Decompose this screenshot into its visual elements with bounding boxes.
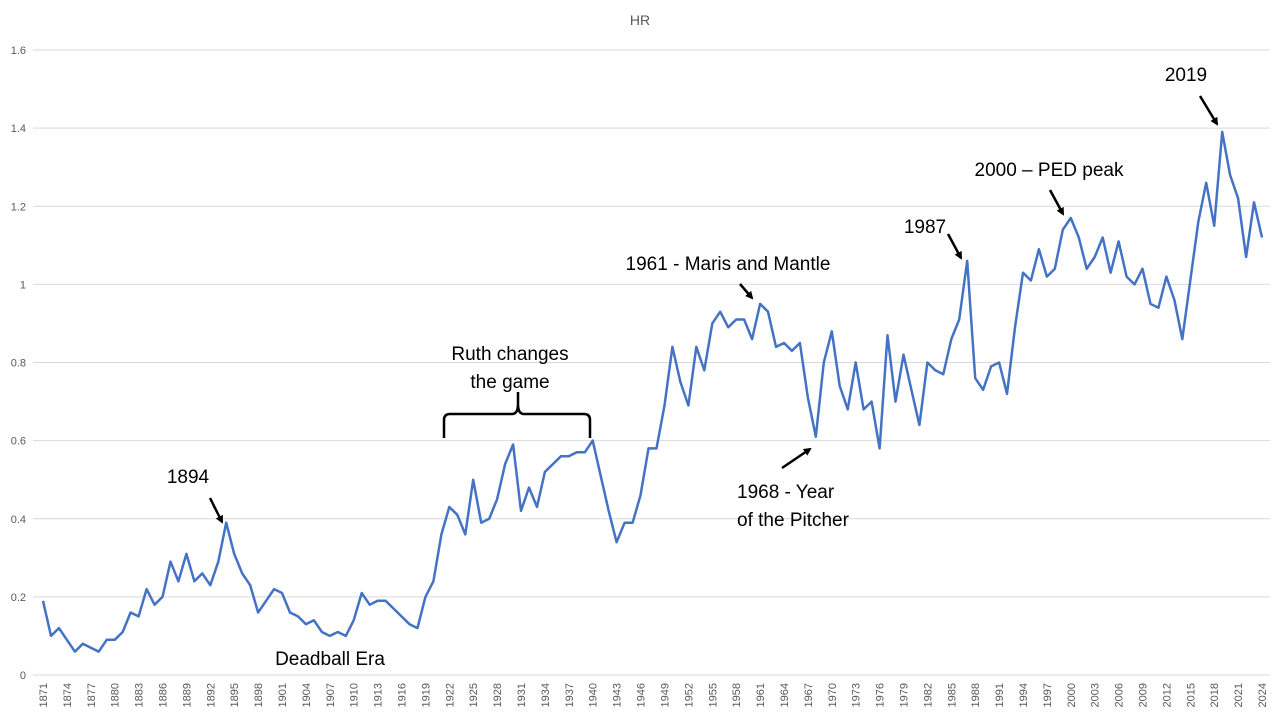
- x-tick-label: 1913: [373, 683, 385, 707]
- x-tick-label: 1907: [325, 683, 337, 707]
- x-tick-label: 1976: [875, 683, 887, 707]
- x-tick-label: 1997: [1042, 683, 1054, 707]
- x-tick-label: 1922: [444, 683, 456, 707]
- x-tick-label: 2018: [1209, 683, 1221, 707]
- x-tick-label: 1994: [1018, 683, 1030, 707]
- x-tick-label: 1955: [707, 683, 719, 707]
- gridlines: [33, 49, 1270, 676]
- x-tick-label: 2009: [1137, 683, 1149, 707]
- x-tick-label: 1904: [301, 683, 313, 707]
- x-tick-label: 1919: [420, 683, 432, 707]
- arrow-2019: [1198, 95, 1219, 126]
- arrow-1961: [739, 283, 754, 300]
- x-tick-label: 1883: [134, 683, 146, 707]
- x-tick-label: 1952: [683, 683, 695, 707]
- y-tick-label: 1.4: [11, 123, 26, 135]
- x-tick-label: 1895: [229, 683, 241, 707]
- arrow-1894: [208, 497, 224, 524]
- x-tick-label: 1910: [349, 683, 361, 707]
- x-tick-label: 1940: [588, 683, 600, 707]
- x-tick-label: 1979: [898, 683, 910, 707]
- x-tick-label: 2021: [1233, 683, 1245, 707]
- x-tick-label: 1949: [659, 683, 671, 707]
- annotation-1894: 1894: [167, 467, 210, 488]
- x-tick-label: 1898: [253, 683, 265, 707]
- x-tick-label: 1991: [994, 683, 1006, 707]
- x-tick-label: 1961: [755, 683, 767, 707]
- annotation-deadball-era: Deadball Era: [275, 649, 385, 670]
- x-tick-label: 1892: [205, 683, 217, 707]
- x-tick-label: 2006: [1114, 683, 1126, 707]
- x-tick-label: 2024: [1257, 683, 1269, 707]
- x-tick-label: 1970: [827, 683, 839, 707]
- x-tick-label: 1967: [803, 683, 815, 707]
- x-tick-label: 1946: [636, 683, 648, 707]
- x-tick-label: 1928: [492, 683, 504, 707]
- hr-series-line: [41, 130, 1264, 653]
- arrow-1987: [946, 233, 963, 260]
- x-axis-ticks: 1871 1874 1877 1880 1883 1886 1889 1892 1895 1898…: [38, 683, 1269, 707]
- data-points: [43, 132, 1262, 652]
- annotations: 1894 Deadball Era Ruth changes the game …: [167, 65, 1219, 670]
- annotation-2019: 2019: [1165, 65, 1207, 86]
- x-tick-label: 1877: [86, 683, 98, 707]
- annotation-1968-line1: 1968 - Year: [737, 482, 835, 503]
- y-tick-label: 1.6: [11, 45, 26, 57]
- y-tick-label: 0.4: [11, 514, 26, 526]
- x-tick-label: 1973: [851, 683, 863, 707]
- ruth-bracket: [442, 392, 592, 438]
- x-tick-label: 1985: [946, 683, 958, 707]
- y-tick-label: 0.8: [11, 358, 26, 370]
- x-tick-label: 1958: [731, 683, 743, 707]
- x-tick-label: 1886: [158, 683, 170, 707]
- annotation-1987: 1987: [904, 217, 946, 238]
- x-tick-label: 1889: [181, 683, 193, 707]
- x-tick-label: 1880: [110, 683, 122, 707]
- annotation-1968-line2: of the Pitcher: [737, 510, 850, 531]
- x-tick-label: 1931: [516, 683, 528, 707]
- annotation-ruth-line1: Ruth changes: [451, 344, 568, 365]
- x-tick-label: 1871: [38, 683, 50, 707]
- y-axis-ticks: 0 0.2 0.4 0.6 0.8 1 1.2 1.4 1.6: [11, 45, 26, 682]
- annotation-1961: 1961 - Maris and Mantle: [626, 254, 831, 275]
- x-tick-label: 1934: [540, 683, 552, 707]
- annotation-ruth-line2: the game: [470, 372, 549, 393]
- x-tick-label: 1964: [779, 683, 791, 707]
- y-tick-label: 0.6: [11, 436, 26, 448]
- x-tick-label: 1925: [468, 683, 480, 707]
- y-tick-label: 1.2: [11, 201, 26, 213]
- x-tick-label: 1988: [970, 683, 982, 707]
- y-tick-label: 1: [20, 279, 26, 291]
- annotation-2000: 2000 – PED peak: [975, 160, 1124, 181]
- x-tick-label: 1943: [612, 683, 624, 707]
- x-tick-label: 2012: [1161, 683, 1173, 707]
- x-tick-label: 1916: [397, 683, 409, 707]
- y-tick-label: 0: [20, 670, 26, 682]
- x-tick-label: 1874: [62, 683, 74, 707]
- x-tick-label: 1901: [277, 683, 289, 707]
- x-tick-label: 2000: [1066, 683, 1078, 707]
- y-tick-label: 0.2: [11, 592, 26, 604]
- arrow-2000: [1048, 189, 1065, 216]
- x-tick-label: 2015: [1185, 683, 1197, 707]
- x-tick-label: 2003: [1090, 683, 1102, 707]
- arrow-1968: [781, 447, 812, 470]
- x-tick-label: 1982: [922, 683, 934, 707]
- chart-title: HR: [630, 12, 650, 28]
- x-tick-label: 1937: [564, 683, 576, 707]
